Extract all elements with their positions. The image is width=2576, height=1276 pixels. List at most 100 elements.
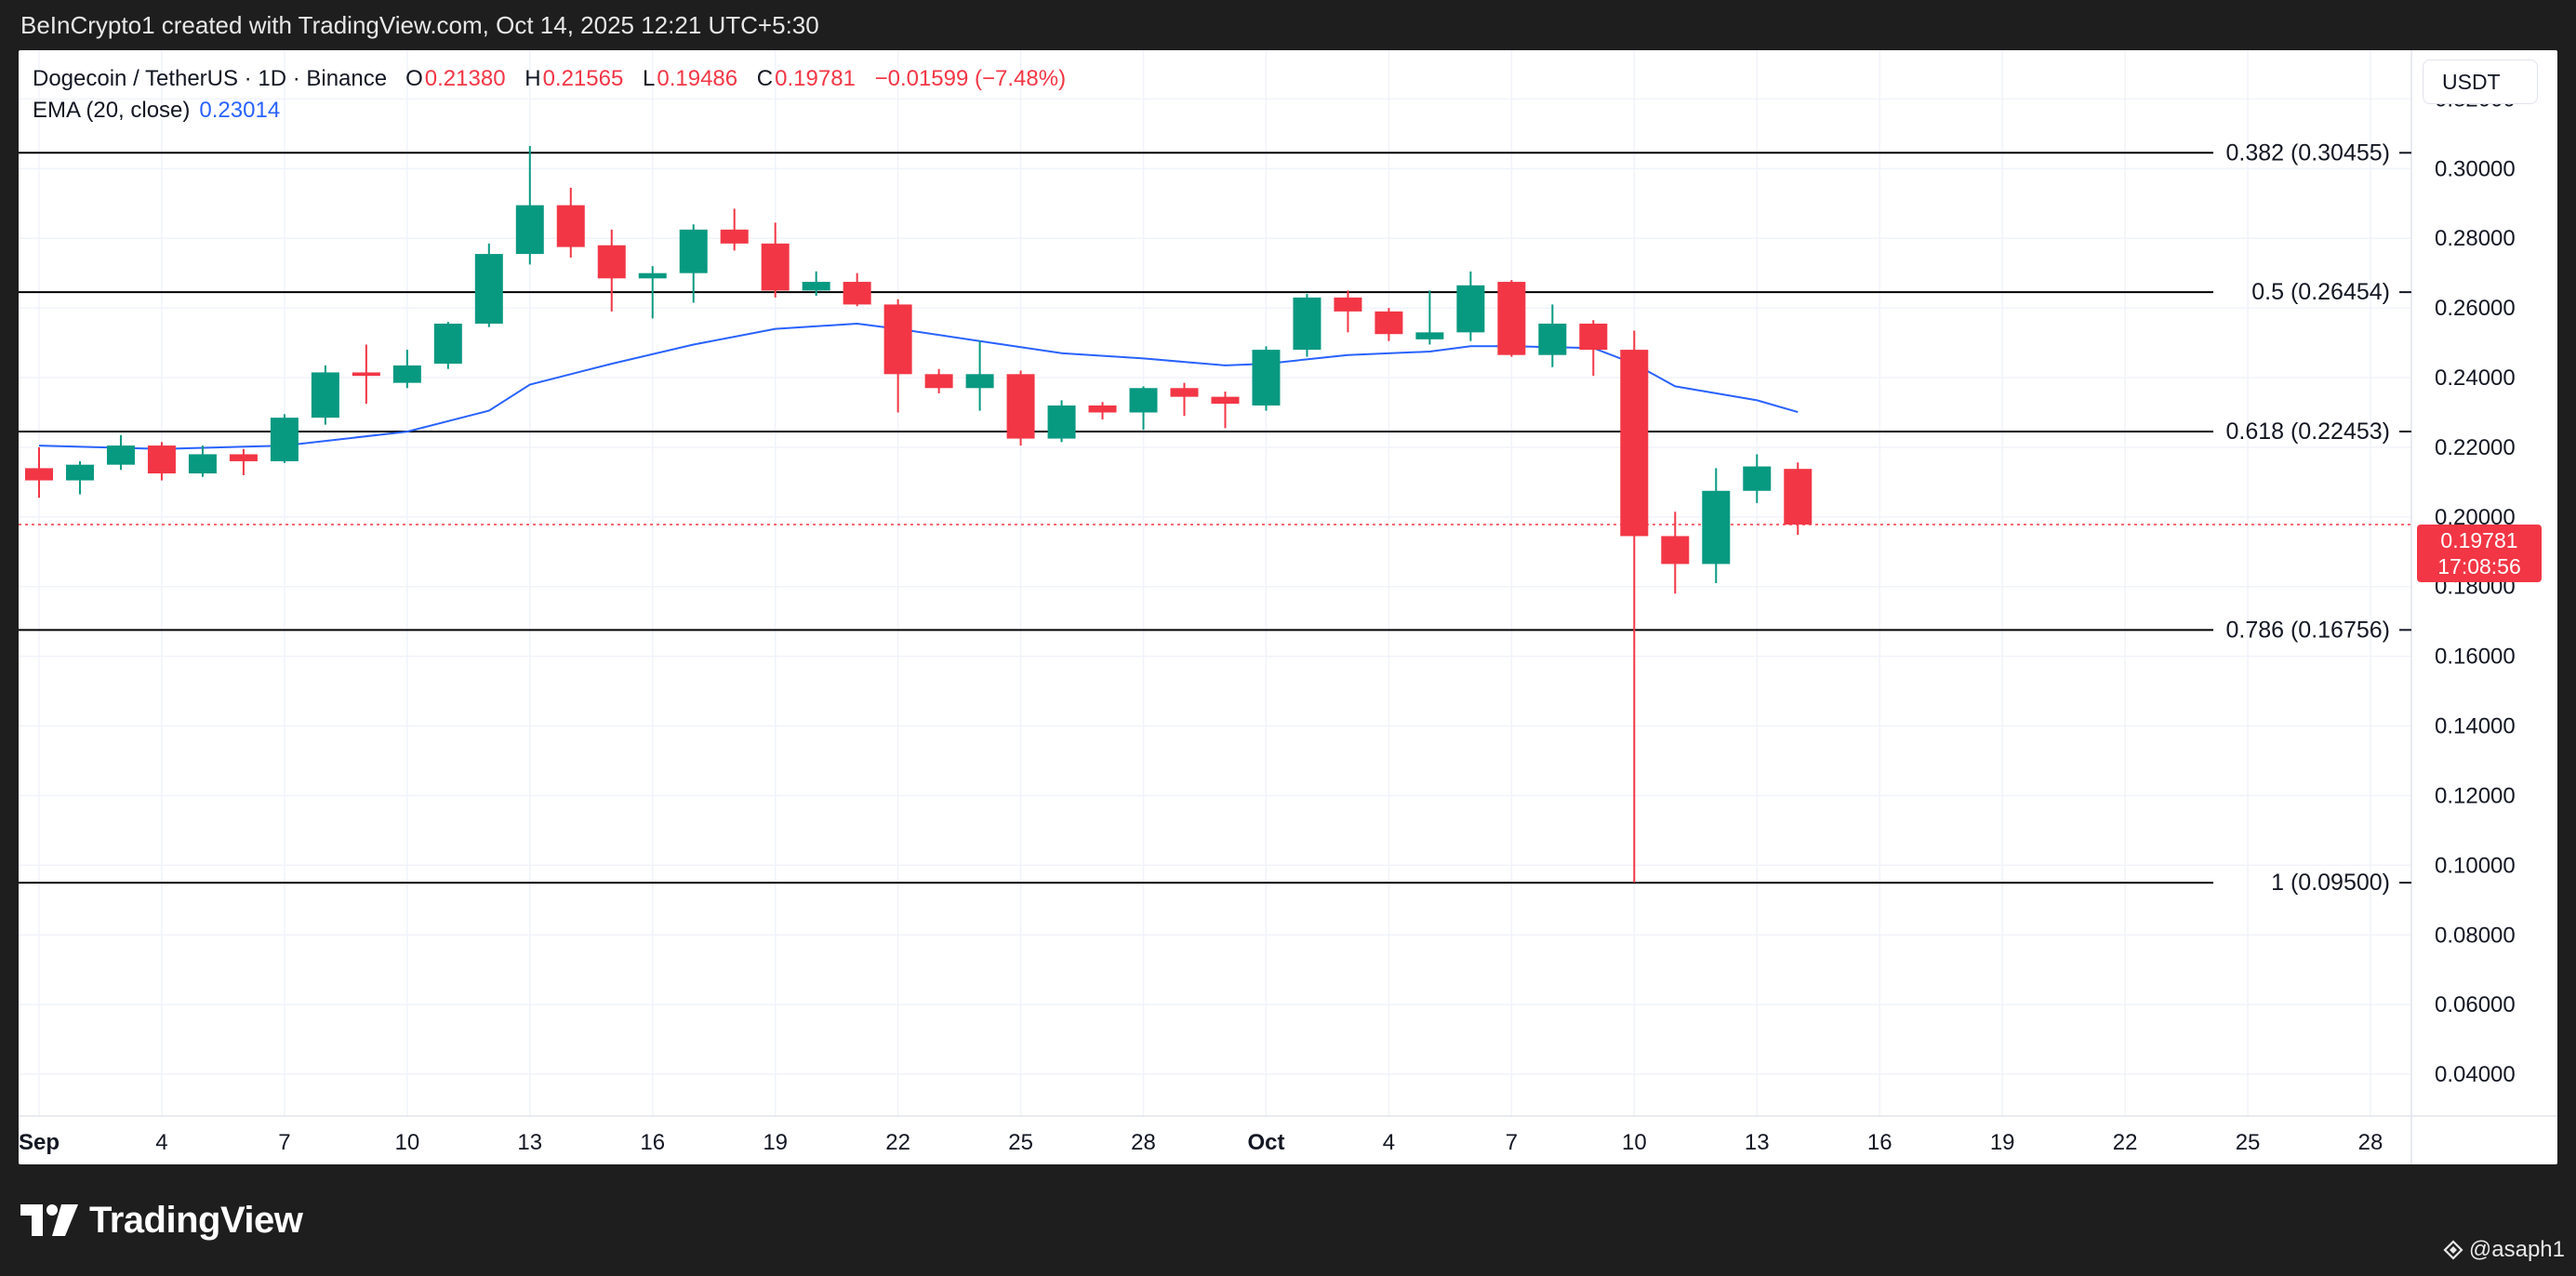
candle-body[interactable] — [1620, 350, 1649, 537]
tradingview-logo-icon — [20, 1204, 78, 1236]
y-tick-label: 0.28000 — [2435, 226, 2516, 251]
candle-body[interactable] — [311, 372, 339, 419]
candle-body[interactable] — [1702, 490, 1731, 565]
x-tick-label: 28 — [2358, 1130, 2383, 1155]
candle-body[interactable] — [1170, 388, 1199, 397]
candle-body[interactable] — [392, 365, 421, 383]
fib-level-label: 0.382 (0.30455) — [2225, 140, 2390, 166]
low-label: L — [643, 66, 656, 91]
high-value: 0.21565 — [542, 66, 624, 91]
candle-body[interactable] — [1334, 297, 1362, 312]
y-tick-label: 0.26000 — [2435, 296, 2516, 321]
y-tick-label: 0.30000 — [2435, 156, 2516, 181]
author-name: @asaph1 — [2468, 1237, 2565, 1262]
x-tick-label: 16 — [640, 1130, 665, 1155]
candle-body[interactable] — [229, 454, 258, 461]
symbol-title: Dogecoin / TetherUS · 1D · Binance — [33, 66, 388, 91]
x-tick-label: 13 — [517, 1130, 542, 1155]
tradingview-wordmark: TradingView — [89, 1199, 303, 1241]
x-tick-label: 22 — [2113, 1130, 2138, 1155]
candle-body[interactable] — [1456, 285, 1485, 333]
candle-body[interactable] — [1497, 282, 1526, 355]
candle-body[interactable] — [352, 372, 380, 377]
candle-body[interactable] — [515, 205, 544, 255]
tradingview-logo[interactable]: TradingView — [20, 1197, 303, 1243]
candle-body[interactable] — [106, 445, 135, 465]
y-tick-label: 0.16000 — [2435, 645, 2516, 670]
x-tick-label: 19 — [1990, 1130, 2015, 1155]
candle-body[interactable] — [1129, 388, 1158, 413]
fib-level-label: 1 (0.09500) — [2271, 870, 2390, 896]
y-tick-label: 0.06000 — [2435, 992, 2516, 1017]
ema-label: EMA (20, close) — [33, 98, 191, 123]
high-label: H — [524, 66, 541, 91]
ema-row: EMA (20, close) 0.23014 — [33, 95, 1079, 126]
low-value: 0.19486 — [657, 66, 738, 91]
bar-countdown: 17:08:56 — [2437, 554, 2521, 578]
x-tick-label: 7 — [1506, 1130, 1518, 1155]
x-tick-label: 10 — [394, 1130, 419, 1155]
candle-body[interactable] — [188, 454, 217, 474]
x-tick-label: 25 — [2236, 1130, 2261, 1155]
candle-body[interactable] — [147, 445, 176, 474]
candle-body[interactable] — [24, 468, 53, 481]
candle-body[interactable] — [1006, 374, 1035, 439]
candle-body[interactable] — [843, 282, 871, 305]
y-tick-label: 0.08000 — [2435, 923, 2516, 948]
attribution-bar: BeInCrypto1 created with TradingView.com… — [0, 0, 2576, 50]
x-tick-label: 13 — [1745, 1130, 1770, 1155]
ohlc-row: Dogecoin / TetherUS · 1D · Binance O0.21… — [33, 63, 1079, 95]
close-value: 0.19781 — [775, 66, 856, 91]
candle-body[interactable] — [679, 229, 708, 273]
candle-body[interactable] — [474, 254, 503, 324]
candle-body[interactable] — [1538, 323, 1567, 355]
candle-body[interactable] — [1211, 396, 1240, 405]
candle-body[interactable] — [270, 418, 299, 461]
author-tag[interactable]: @asaph1 — [2443, 1237, 2565, 1263]
y-tick-label: 0.14000 — [2435, 714, 2516, 739]
change-value: −0.01599 (−7.48%) — [874, 66, 1067, 91]
candle-body[interactable] — [65, 464, 94, 481]
candle-body[interactable] — [433, 323, 462, 365]
currency-button[interactable]: USDT — [2423, 60, 2538, 104]
candle-body[interactable] — [556, 205, 585, 247]
y-tick-label: 0.10000 — [2435, 853, 2516, 878]
close-label: C — [756, 66, 774, 91]
candle-body[interactable] — [1661, 536, 1690, 565]
candle-body[interactable] — [1293, 297, 1321, 351]
price-chart[interactable]: 0.320000.300000.280000.260000.240000.220… — [19, 50, 2557, 1164]
x-tick-label: 19 — [763, 1130, 788, 1155]
candle-body[interactable] — [1374, 311, 1403, 335]
x-tick-label: 22 — [885, 1130, 910, 1155]
candle-body[interactable] — [1743, 466, 1772, 491]
chart-panel[interactable]: 0.320000.300000.280000.260000.240000.220… — [19, 50, 2557, 1164]
x-tick-label: 25 — [1008, 1130, 1033, 1155]
ema-line[interactable] — [38, 322, 1799, 450]
x-tick-label: Oct — [1247, 1130, 1284, 1155]
y-tick-label: 0.12000 — [2435, 783, 2516, 808]
candle-body[interactable] — [720, 229, 749, 244]
candle-body[interactable] — [965, 374, 994, 389]
candle-body[interactable] — [597, 245, 626, 279]
diamond-icon — [2443, 1240, 2463, 1260]
candle-body[interactable] — [1415, 332, 1444, 339]
candle-body[interactable] — [924, 374, 953, 389]
candle-body[interactable] — [1784, 469, 1812, 525]
x-tick-label: 16 — [1867, 1130, 1892, 1155]
candle-body[interactable] — [802, 282, 830, 291]
candle-body[interactable] — [1252, 350, 1281, 405]
candle-body[interactable] — [1047, 405, 1076, 439]
fib-level-label: 0.786 (0.16756) — [2225, 617, 2390, 643]
candle-body[interactable] — [638, 272, 667, 279]
candle-body[interactable] — [883, 304, 912, 375]
open-value: 0.21380 — [424, 66, 506, 91]
x-tick-label: 4 — [155, 1130, 167, 1155]
attribution-text: BeInCrypto1 created with TradingView.com… — [20, 11, 819, 39]
y-tick-label: 0.22000 — [2435, 435, 2516, 460]
candle-body[interactable] — [1088, 405, 1117, 413]
candle-body[interactable] — [761, 243, 790, 291]
y-tick-label: 0.04000 — [2435, 1062, 2516, 1087]
last-price-value: 0.19781 — [2440, 528, 2518, 552]
candle-body[interactable] — [1579, 323, 1608, 351]
y-tick-label: 0.24000 — [2435, 366, 2516, 391]
